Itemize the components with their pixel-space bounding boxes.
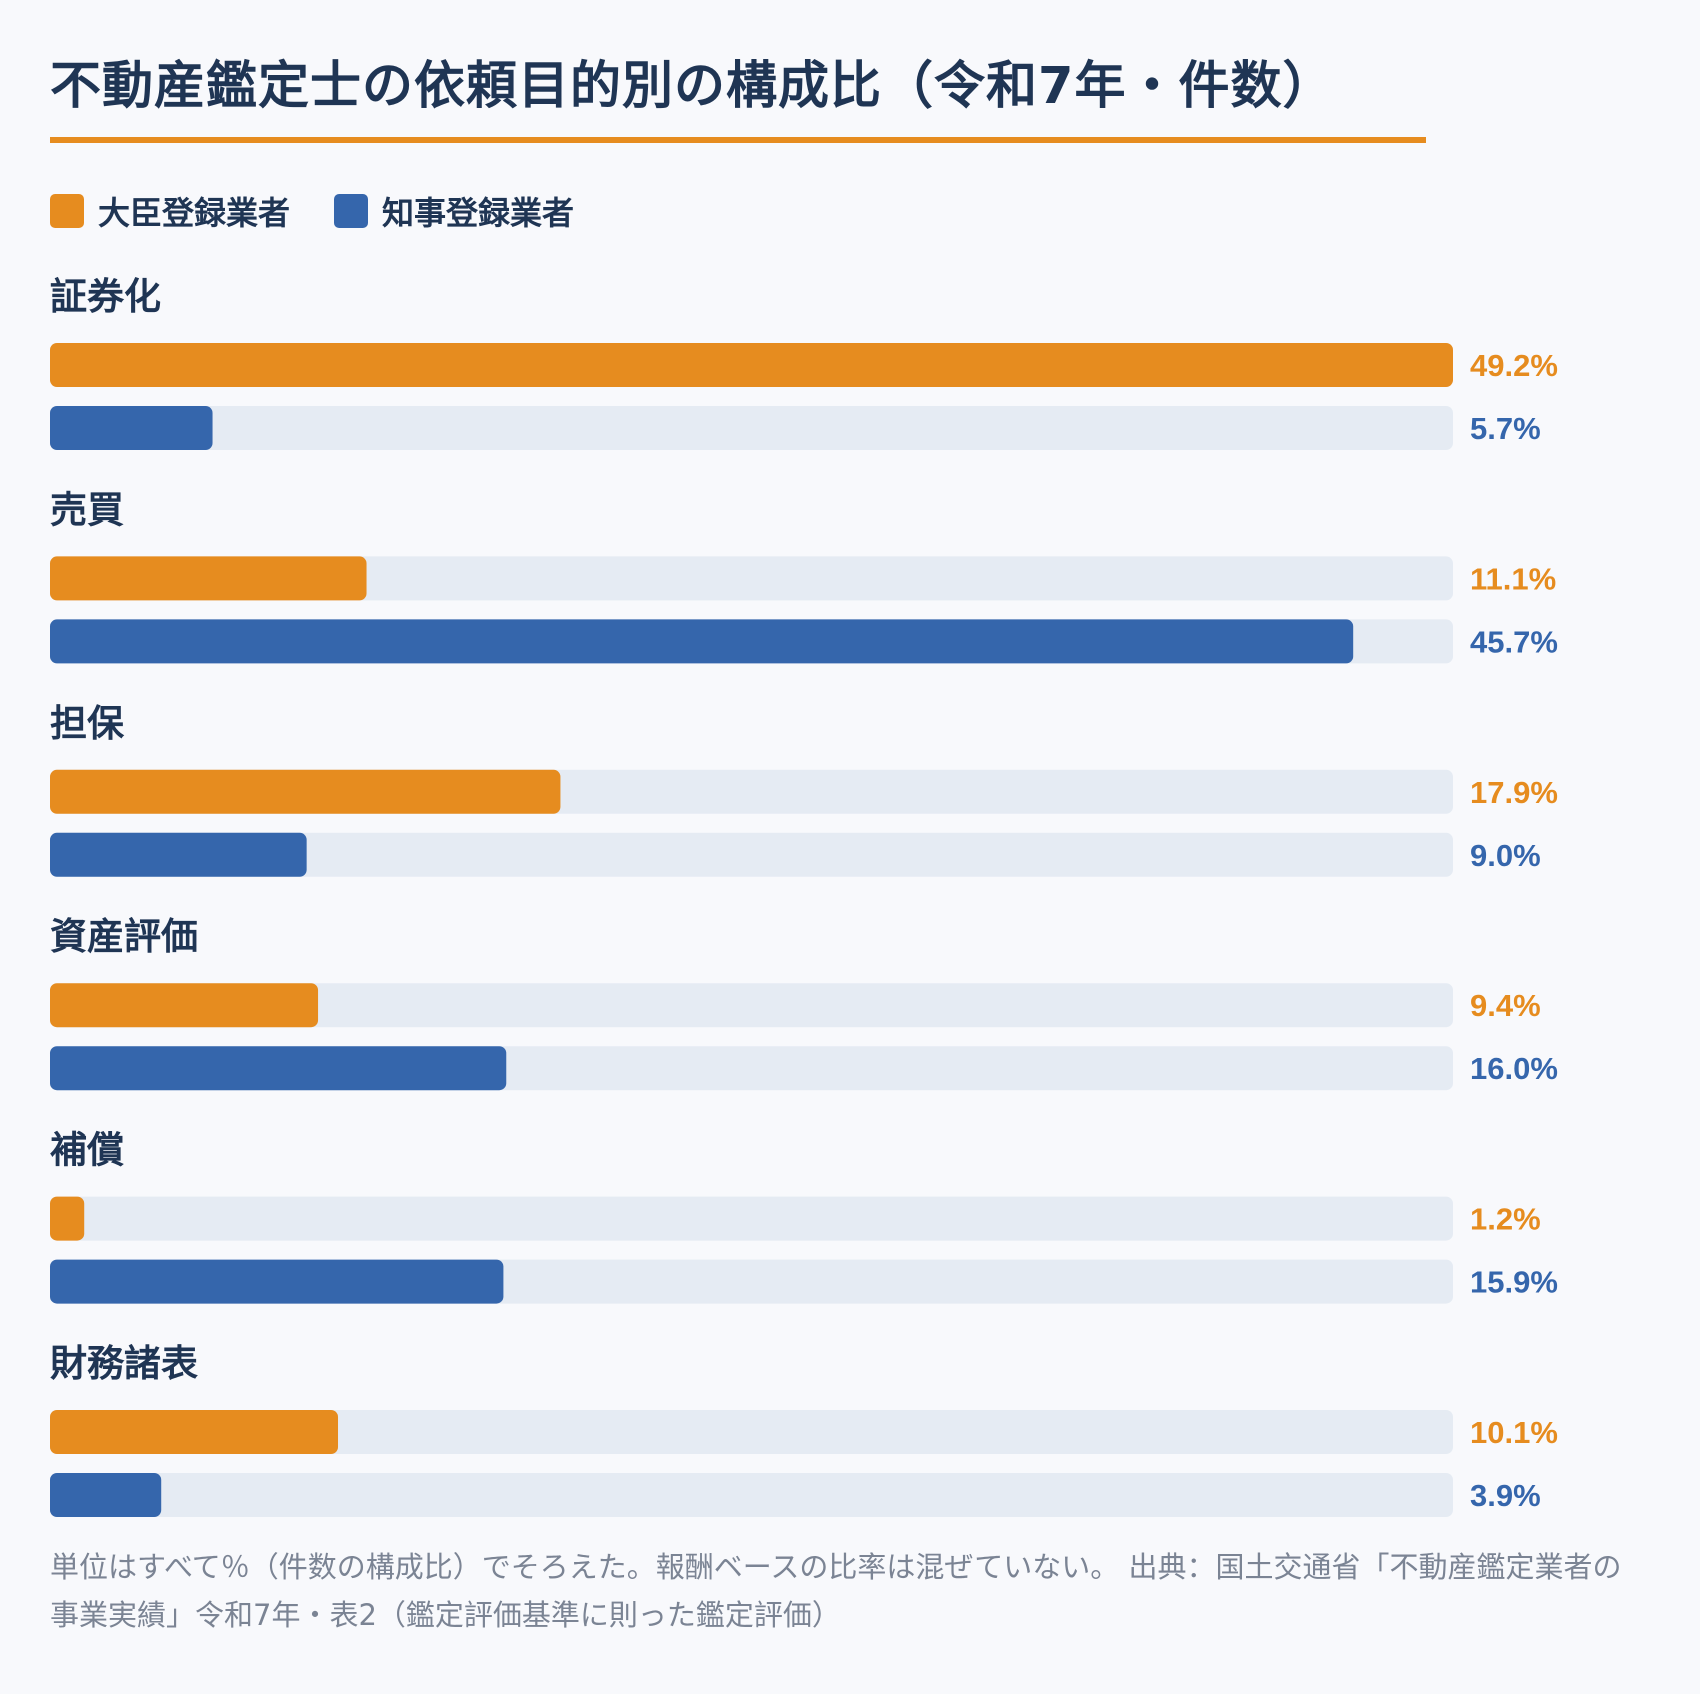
category-label: 証券化 <box>50 275 161 318</box>
bar-track <box>50 983 1453 1028</box>
value-label: 5.7% <box>1470 411 1541 446</box>
legend-label-series1: 大臣登録業者 <box>98 194 291 232</box>
bar-track <box>50 832 1453 877</box>
category-group: 売買 11.1% 45.7% <box>50 488 1558 664</box>
legend-swatch-series2 <box>334 194 369 228</box>
value-label: 9.0% <box>1470 838 1541 873</box>
category-group: 証券化 49.2% 5.7% <box>50 275 1558 450</box>
chart-title: 不動産鑑定士の依頼目的別の構成比（令和7年・件数） <box>50 57 1335 116</box>
source-note: 単位はすべて％（件数の構成比）でそろえた。報酬ベースの比率は混ぜていない。 出典… <box>50 1550 1622 1632</box>
bar-track <box>50 1473 1453 1517</box>
category-label: 資産評価 <box>50 915 198 958</box>
legend-label-series2: 知事登録業者 <box>382 194 575 232</box>
category-group: 補償 1.2% 15.9% <box>50 1129 1558 1304</box>
bar-series1 <box>50 343 1453 387</box>
bar-series2 <box>50 406 213 450</box>
value-label: 3.9% <box>1470 1478 1541 1513</box>
bar-track <box>50 406 1453 450</box>
bar-series2 <box>50 1259 504 1304</box>
value-label: 15.9% <box>1470 1265 1558 1300</box>
bar-series1 <box>50 983 319 1028</box>
bar-series1 <box>50 1410 339 1454</box>
bar-series1 <box>50 556 367 601</box>
value-label: 11.1% <box>1470 561 1556 596</box>
bar-track <box>50 1410 1453 1454</box>
bar-track <box>50 556 1453 601</box>
bar-series2 <box>50 1473 162 1517</box>
value-label: 16.0% <box>1470 1051 1558 1086</box>
value-label: 45.7% <box>1470 624 1558 659</box>
value-label: 10.1% <box>1470 1415 1558 1450</box>
value-label: 9.4% <box>1470 988 1541 1023</box>
category-label: 担保 <box>50 702 125 745</box>
bar-series1 <box>50 1196 85 1241</box>
legend-item-series2: 知事登録業者 <box>334 188 574 234</box>
value-label: 17.9% <box>1470 775 1558 810</box>
legend-item-series1: 大臣登録業者 <box>50 188 290 234</box>
category-label: 財務諸表 <box>50 1342 198 1385</box>
legend-swatch-series1 <box>50 194 84 228</box>
bar-series1 <box>50 769 561 814</box>
bar-series2 <box>50 832 307 877</box>
category-label: 補償 <box>50 1129 124 1172</box>
legend: 大臣登録業者 知事登録業者 <box>50 188 618 234</box>
title-underline <box>50 137 1426 143</box>
bar-series2 <box>50 619 1354 664</box>
category-group: 財務諸表 10.1% 3.9% <box>50 1342 1558 1517</box>
category-group: 資産評価 9.4% 16.0% <box>50 915 1558 1091</box>
bar-track <box>50 1196 1453 1241</box>
value-label: 49.2% <box>1470 348 1558 383</box>
category-label: 売買 <box>50 488 124 531</box>
category-group: 担保 17.9% 9.0% <box>50 702 1558 877</box>
value-label: 1.2% <box>1470 1202 1541 1237</box>
bar-series2 <box>50 1046 507 1091</box>
